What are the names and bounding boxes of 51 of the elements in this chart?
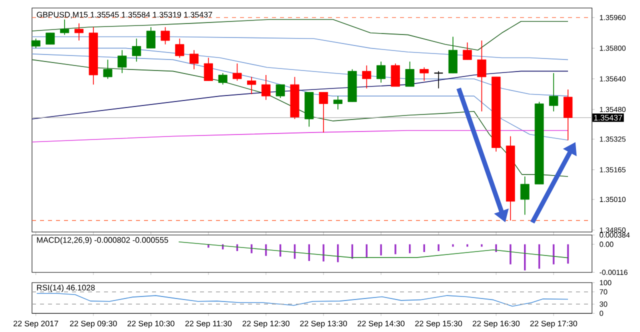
candlestick <box>218 72 228 85</box>
candlestick <box>60 18 70 36</box>
candlestick <box>261 74 270 100</box>
x-tick-label: 22 Sep 13:30 <box>300 320 347 328</box>
line-series <box>32 70 568 120</box>
x-tick-label: 22 Sep 16:30 <box>472 320 520 328</box>
candlestick <box>31 38 40 48</box>
candlestick <box>405 61 414 87</box>
candlestick <box>448 36 458 74</box>
candlestick <box>146 26 156 48</box>
candlestick <box>276 84 285 98</box>
line-series <box>32 130 568 142</box>
candlestick <box>232 62 242 81</box>
ref-line-label: 1.35437 <box>594 114 622 120</box>
candlestick <box>204 57 213 81</box>
x-tick-label: 22 Sep 15:30 <box>415 320 462 328</box>
candlestick <box>434 70 444 89</box>
x-tick-label: 22 Sep 2017 <box>14 320 58 328</box>
line-series <box>32 36 568 60</box>
chart-title: RSI(14) 46.1028 <box>37 284 95 292</box>
candlestick <box>74 22 84 41</box>
line-series <box>32 18 568 50</box>
candlestick <box>564 88 573 141</box>
candlestick <box>118 50 127 74</box>
x-tick-label: 22 Sep 09:30 <box>70 320 117 328</box>
candlestick <box>132 38 142 62</box>
candlestick <box>247 76 256 94</box>
candlestick <box>160 26 170 45</box>
x-tick-label: 22 Sep 14:30 <box>358 320 405 328</box>
candlestick <box>549 72 558 112</box>
x-tick-label: 22 Sep 17:30 <box>530 320 578 328</box>
line-series <box>36 292 568 306</box>
candlestick <box>46 32 55 45</box>
chart-title: MACD(12,26,9) -0.000802 -0.000555 <box>37 236 168 244</box>
candlestick <box>477 40 486 112</box>
x-tick-label: 22 Sep 11:30 <box>185 320 232 328</box>
x-tick-label: 22 Sep 10:30 <box>128 320 174 328</box>
candlestick <box>103 59 112 80</box>
candlestick <box>175 38 184 58</box>
candlestick <box>362 64 372 89</box>
candlestick <box>318 92 328 133</box>
candlestick <box>420 66 429 81</box>
chart-title: GBPUSD,M15 1.35545 1.35584 1.35319 1.35437 <box>36 12 212 18</box>
candlestick <box>462 42 472 60</box>
candlestick <box>190 50 199 70</box>
candlestick <box>390 62 400 87</box>
x-tick-label: 22 Sep 12:30 <box>242 320 290 328</box>
candlestick <box>333 95 342 110</box>
candlestick <box>520 176 530 215</box>
line-series <box>178 241 568 258</box>
candlestick <box>376 61 386 83</box>
